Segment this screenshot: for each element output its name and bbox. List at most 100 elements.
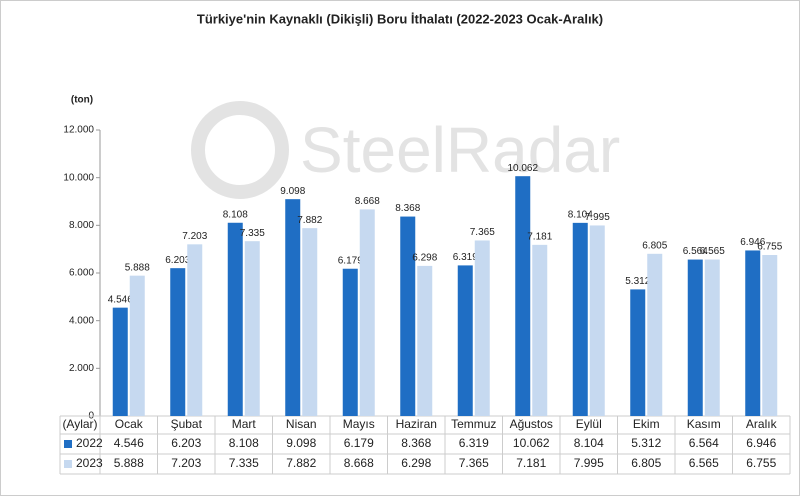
watermark: SteelRadar bbox=[300, 114, 620, 186]
value-label: 6.564 bbox=[683, 246, 708, 257]
value-label: 7.335 bbox=[240, 228, 265, 239]
value-label: 5.312 bbox=[625, 276, 650, 287]
value-label: 7.995 bbox=[585, 212, 610, 223]
value-label: 9.098 bbox=[280, 186, 305, 197]
table-cell: 5.888 bbox=[114, 456, 144, 470]
bar bbox=[417, 265, 433, 416]
bar bbox=[704, 259, 720, 416]
table-cell: 7.365 bbox=[459, 456, 489, 470]
table-cell: 7.181 bbox=[516, 456, 546, 470]
value-label: 7.365 bbox=[470, 227, 495, 238]
y-tick-label: 2.000 bbox=[69, 363, 94, 374]
value-label: 10.062 bbox=[507, 163, 538, 174]
x-tick-label: Kasım bbox=[687, 417, 721, 431]
x-tick-label: Nisan bbox=[286, 417, 317, 431]
value-label: 6.565 bbox=[700, 246, 725, 257]
bar bbox=[572, 222, 588, 416]
table-cell: 8.368 bbox=[401, 436, 431, 450]
table-cell: 10.062 bbox=[513, 436, 550, 450]
y-tick-label: 10.000 bbox=[63, 172, 94, 183]
value-label: 4.546 bbox=[108, 294, 133, 305]
table-cell: 7.335 bbox=[229, 456, 259, 470]
bar bbox=[285, 199, 301, 416]
watermark-logo bbox=[191, 101, 289, 199]
table-cell: 6.805 bbox=[631, 456, 661, 470]
value-label: 6.805 bbox=[642, 240, 667, 251]
x-tick-label: Mayıs bbox=[343, 417, 375, 431]
bar bbox=[244, 241, 260, 416]
table-cell: 6.179 bbox=[344, 436, 374, 450]
value-label: 5.888 bbox=[125, 262, 150, 273]
bar bbox=[400, 216, 416, 416]
y-axis-label: (ton) bbox=[71, 95, 93, 106]
x-tick-label: Mart bbox=[232, 417, 257, 431]
table-cell: 9.098 bbox=[286, 436, 316, 450]
y-tick-label: 4.000 bbox=[69, 315, 94, 326]
y-tick-label: 6.000 bbox=[69, 268, 94, 279]
bar bbox=[129, 275, 145, 416]
value-label: 8.108 bbox=[223, 209, 248, 220]
table-cell: 8.668 bbox=[344, 456, 374, 470]
x-tick-label: Ekim bbox=[633, 417, 660, 431]
table-cell: 6.564 bbox=[689, 436, 719, 450]
bar bbox=[630, 289, 646, 416]
bar bbox=[227, 222, 243, 416]
table-cell: 7.882 bbox=[286, 456, 316, 470]
table-cell: 5.312 bbox=[631, 436, 661, 450]
y-tick-label: 12.000 bbox=[63, 125, 94, 136]
bar bbox=[112, 307, 128, 416]
value-label: 6.946 bbox=[740, 237, 765, 248]
value-label: 7.181 bbox=[527, 231, 552, 242]
bar bbox=[687, 259, 703, 416]
bar bbox=[187, 244, 203, 416]
bar bbox=[532, 244, 548, 416]
bar bbox=[745, 250, 761, 416]
chart-title: Türkiye'nin Kaynaklı (Dikişli) Boru İtha… bbox=[197, 11, 603, 26]
value-label: 6.179 bbox=[338, 255, 363, 266]
table-cell: 8.104 bbox=[574, 436, 604, 450]
bar bbox=[359, 209, 375, 416]
bar bbox=[170, 268, 186, 416]
table-cell: 6.565 bbox=[689, 456, 719, 470]
bar bbox=[342, 268, 358, 416]
value-label: 6.319 bbox=[453, 252, 478, 263]
table-cell: 6.319 bbox=[459, 436, 489, 450]
value-label: 8.668 bbox=[355, 196, 380, 207]
legend-label: 2023 bbox=[76, 456, 103, 470]
bar bbox=[647, 253, 663, 416]
x-tick-label: Ocak bbox=[115, 417, 144, 431]
table-cell: 6.203 bbox=[171, 436, 201, 450]
x-tick-label: Aralık bbox=[746, 417, 778, 431]
table-cell: 4.546 bbox=[114, 436, 144, 450]
table-cell: 7.995 bbox=[574, 456, 604, 470]
bar bbox=[589, 225, 605, 416]
value-label: 8.368 bbox=[395, 203, 420, 214]
table-cell: 8.108 bbox=[229, 436, 259, 450]
x-tick-label: Temmuz bbox=[451, 417, 496, 431]
value-label: 6.203 bbox=[165, 255, 190, 266]
legend-swatch bbox=[64, 460, 72, 468]
y-tick-label: 8.000 bbox=[69, 220, 94, 231]
table-cell: 6.755 bbox=[746, 456, 776, 470]
value-label: 6.755 bbox=[757, 242, 782, 253]
value-label: 7.882 bbox=[297, 215, 322, 226]
table-cell: 6.946 bbox=[746, 436, 776, 450]
value-label: 6.298 bbox=[412, 253, 437, 264]
legend-label: 2022 bbox=[76, 436, 103, 450]
bar bbox=[762, 255, 778, 416]
x-tick-label: Şubat bbox=[171, 417, 203, 431]
x-axis-label: (Aylar) bbox=[62, 417, 97, 431]
x-tick-label: Eylül bbox=[576, 417, 602, 431]
bar bbox=[515, 176, 531, 416]
x-tick-label: Haziran bbox=[396, 417, 437, 431]
x-tick-label: Ağustos bbox=[510, 417, 553, 431]
bar bbox=[302, 228, 318, 416]
bar bbox=[457, 265, 473, 416]
value-label: 7.203 bbox=[182, 231, 207, 242]
bar bbox=[474, 240, 490, 416]
legend-swatch bbox=[64, 440, 72, 448]
table-cell: 6.298 bbox=[401, 456, 431, 470]
value-label: 8.104 bbox=[568, 209, 593, 220]
